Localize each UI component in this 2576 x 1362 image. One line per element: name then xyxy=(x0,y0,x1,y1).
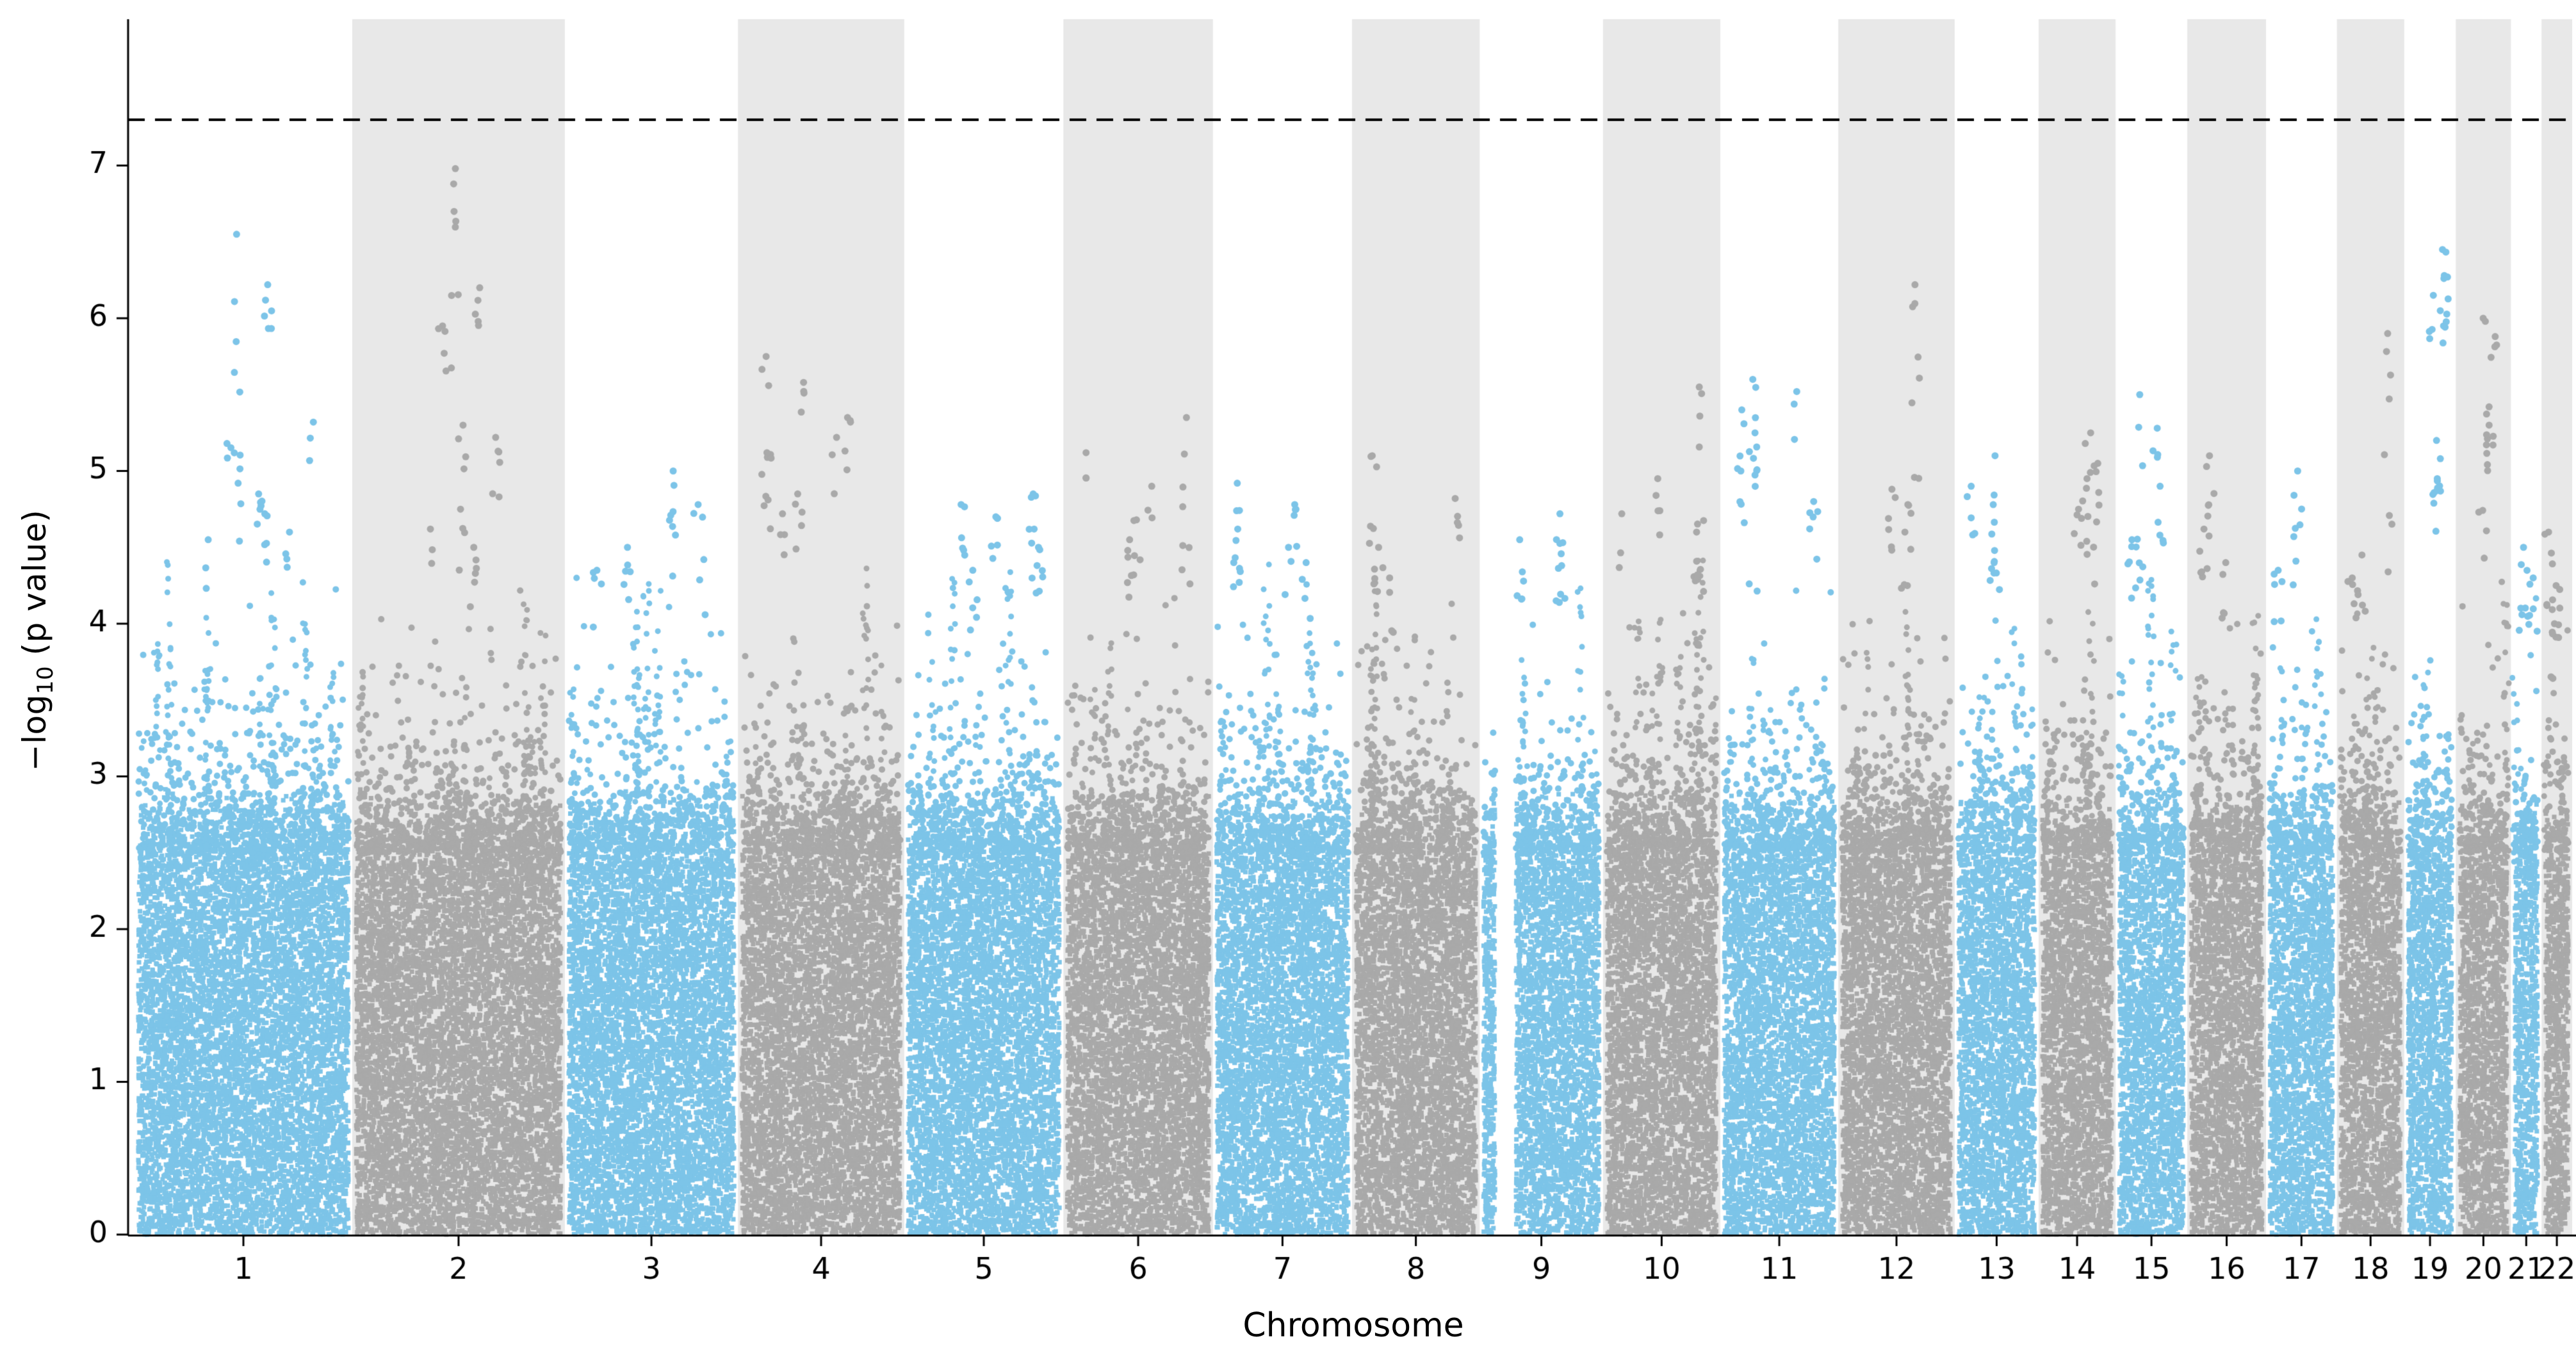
y-axis-title-post: (p value) xyxy=(16,509,53,666)
y-axis-title-pre: −log xyxy=(16,694,53,772)
y-axis-title-sub: 10 xyxy=(33,665,58,695)
y-axis-title: −log10 (p value) xyxy=(16,510,58,772)
x-axis-title: Chromosome xyxy=(1243,1306,1464,1345)
